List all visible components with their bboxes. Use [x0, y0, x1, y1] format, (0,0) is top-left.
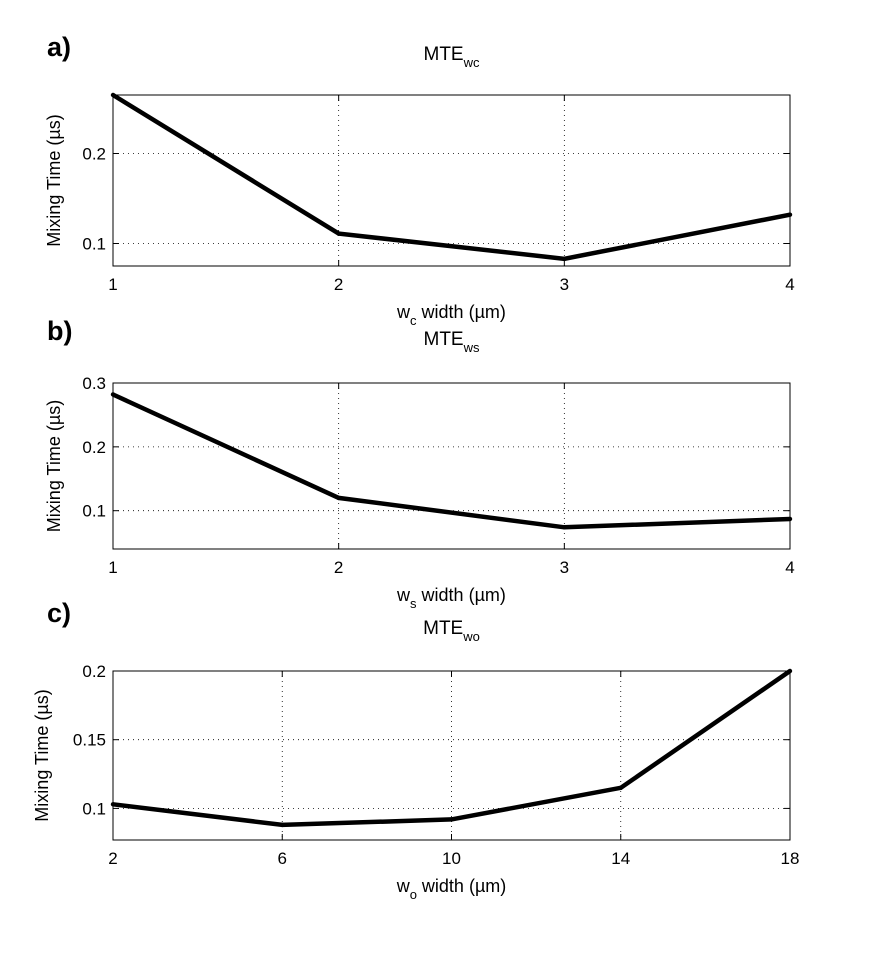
x-axis-label: wo width (µm) [396, 876, 507, 902]
series-line [112, 392, 791, 530]
y-axis-label: Mixing Time (µs) [44, 400, 64, 532]
chart-title-subscript: wo [462, 629, 480, 644]
data-point [562, 256, 567, 261]
x-axis-label-suffix: width (µm) [417, 302, 506, 322]
chart-title-subscript: wc [463, 55, 480, 70]
x-axis-label-prefix: w [396, 585, 411, 605]
panel-letter: c) [47, 598, 71, 628]
y-tick-label: 0.2 [82, 438, 106, 457]
x-tick-label: 10 [442, 849, 461, 868]
data-point [787, 668, 793, 674]
data-point [449, 817, 454, 822]
panel-letter: a) [47, 32, 71, 62]
data-point [110, 92, 116, 98]
x-axis-label-suffix: width (µm) [417, 585, 506, 605]
x-tick-label: 4 [785, 275, 794, 294]
y-axis-label: Mixing Time (µs) [44, 114, 64, 246]
x-tick-label: 2 [108, 849, 117, 868]
x-axis-label-subscript: c [410, 313, 417, 328]
data-point [110, 392, 116, 397]
y-tick-label: 0.2 [82, 662, 106, 681]
chart-title: MTEwo [423, 618, 480, 644]
x-tick-label: 1 [108, 558, 117, 577]
data-point [336, 231, 341, 236]
x-tick-label: 3 [560, 558, 569, 577]
chart-title: MTEws [424, 329, 480, 355]
x-tick-label: 1 [108, 275, 117, 294]
y-axis-label: Mixing Time (µs) [32, 689, 52, 821]
y-tick-label: 0.3 [82, 374, 106, 393]
data-point [787, 212, 793, 217]
chart-title-subscript: ws [463, 340, 480, 355]
chart-title-main: MTE [424, 44, 464, 65]
x-tick-label: 2 [334, 558, 343, 577]
x-tick-label: 6 [278, 849, 287, 868]
chart-title: MTEwc [424, 44, 480, 70]
y-tick-label: 0.1 [82, 799, 106, 818]
y-tick-label: 0.1 [82, 235, 106, 254]
chart-title-main: MTE [424, 329, 464, 350]
x-axis-label: wc width (µm) [396, 302, 506, 328]
x-tick-label: 3 [560, 275, 569, 294]
data-point [787, 516, 793, 522]
x-axis-label: ws width (µm) [396, 585, 506, 611]
x-axis-label-prefix: w [396, 876, 411, 896]
series-line [111, 93, 791, 262]
data-point [280, 822, 285, 828]
chart-title-main: MTE [423, 618, 463, 639]
y-tick-label: 0.1 [82, 502, 106, 521]
x-axis-label-subscript: s [410, 596, 417, 611]
plot-frame [112, 382, 791, 550]
data-point [562, 525, 567, 530]
data-point [336, 495, 341, 501]
plot-frame [112, 94, 791, 267]
x-tick-label: 14 [611, 849, 630, 868]
y-tick-label: 0.15 [73, 731, 106, 750]
data-point [618, 785, 623, 790]
panel-letter: b) [47, 316, 72, 346]
x-tick-label: 4 [785, 558, 794, 577]
x-axis-label-prefix: w [396, 302, 411, 322]
x-axis-label-suffix: width (µm) [417, 876, 506, 896]
x-tick-label: 2 [334, 275, 343, 294]
y-tick-label: 0.2 [82, 145, 106, 164]
data-point [110, 802, 116, 807]
x-tick-label: 18 [781, 849, 800, 868]
x-axis-label-subscript: o [410, 887, 417, 902]
